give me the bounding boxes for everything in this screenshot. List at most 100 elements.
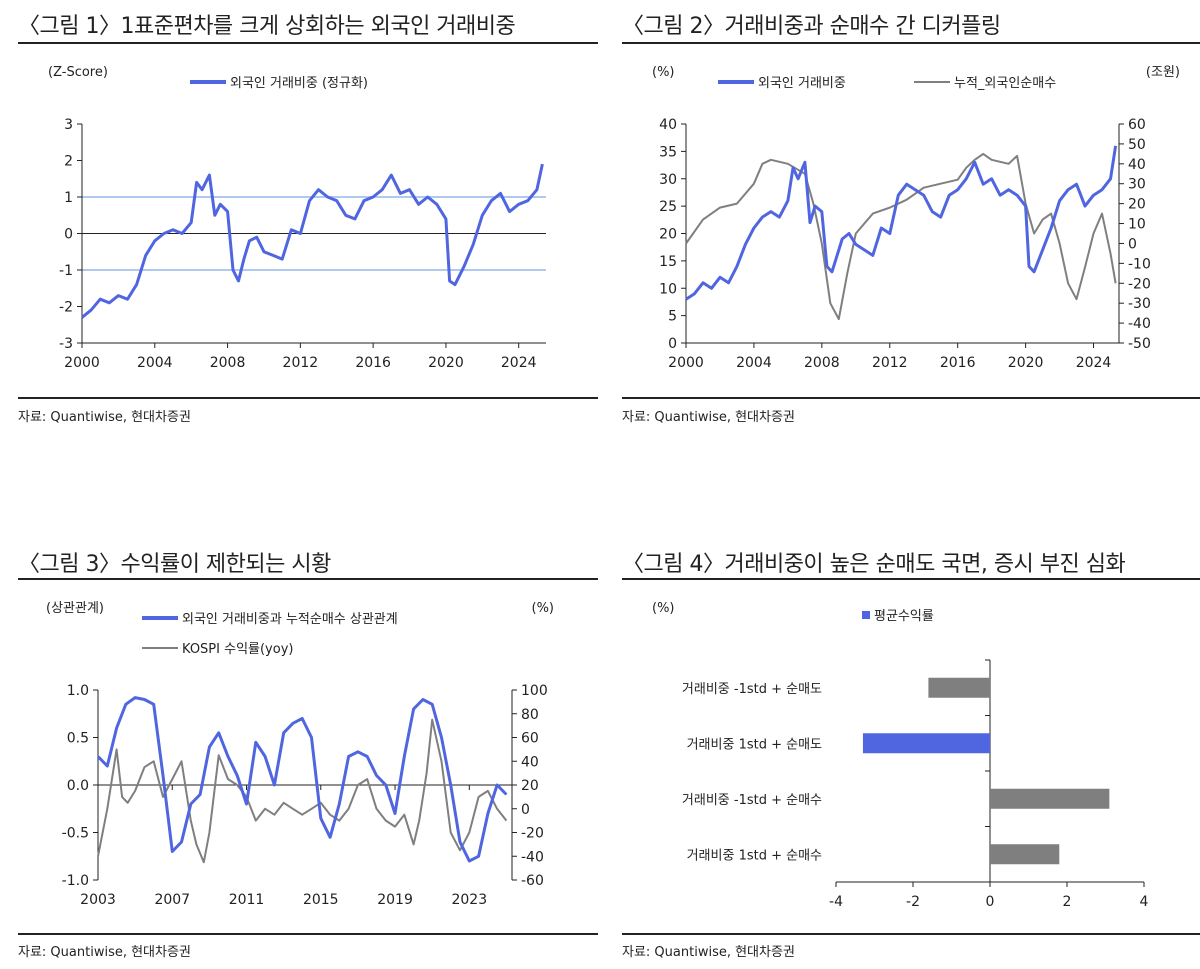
y2-tick-label: -40 [521, 849, 544, 865]
y-tick-label: 0 [64, 227, 73, 243]
chart-panel-2: 〈그림 2〉거래비중과 순매수 간 디커플링 (%) (조원) 외국인 거래비중 누적… [622, 0, 1200, 430]
y2-tick-label: 0 [521, 802, 530, 818]
chart-title: 〈그림 3〉수익률이 제한되는 시황 [18, 552, 331, 577]
series-line [685, 152, 1117, 321]
x-tick-label: 2016 [355, 355, 391, 371]
y2-tick-label: 60 [1128, 117, 1146, 133]
title-rule [622, 578, 1200, 580]
legend-label: 외국인 거래비중 (정규화) [230, 76, 368, 91]
y2-tick-label: 10 [1128, 217, 1146, 233]
x-tick-label: 2011 [229, 892, 265, 908]
y-tick-label: 35 [659, 144, 677, 160]
y2-tick-label: 20 [1128, 197, 1146, 213]
chart-title: 〈그림 1〉1표준편차를 크게 상회하는 외국인 거래비중 [18, 14, 516, 39]
y2-tick-label: 20 [521, 778, 539, 794]
bar [862, 733, 990, 754]
y2-tick-label: 50 [1128, 137, 1146, 153]
x-tick-label: 2000 [64, 355, 100, 371]
y-tick-label: -1.0 [62, 873, 89, 889]
category-label: 거래비중 -1std + 순매도 [682, 682, 822, 697]
series-line [96, 696, 508, 863]
x-tick-label: 2003 [80, 892, 116, 908]
source-note: 자료: Quantiwise, 현대차증권 [622, 410, 795, 425]
category-label: 거래비중 1std + 순매수 [687, 848, 822, 863]
source-note: 자료: Quantiwise, 현대차증권 [18, 945, 191, 960]
source-rule [622, 397, 1200, 399]
y-axis-unit: (상관관계) [46, 601, 104, 616]
x-tick-label: 2024 [1076, 355, 1112, 371]
y-tick-label: 40 [659, 117, 677, 133]
x-tick-label: 4 [1140, 894, 1149, 910]
y2-tick-label: -30 [1128, 296, 1151, 312]
legend-label: 외국인 거래비중과 누적순매수 상관관계 [182, 612, 398, 627]
y2-axis-unit: (조원) [1146, 65, 1180, 80]
title-rule [18, 42, 598, 44]
y2-tick-label: -10 [1128, 256, 1151, 272]
y-tick-label: 1 [64, 190, 73, 206]
legend-label: 외국인 거래비중 [758, 76, 846, 91]
x-tick-label: 2008 [210, 355, 246, 371]
y-axis-unit: (Z-Score) [48, 65, 108, 80]
x-tick-label: 2020 [1008, 355, 1044, 371]
series-line [685, 145, 1118, 301]
y2-tick-label: -50 [1128, 336, 1151, 352]
source-note: 자료: Quantiwise, 현대차증권 [18, 410, 191, 425]
y-tick-label: -0.5 [62, 826, 89, 842]
x-tick-label: 2 [1063, 894, 1072, 910]
y2-tick-label: -40 [1128, 316, 1151, 332]
source-rule [622, 933, 1200, 935]
legend-label: KOSPI 수익률(yoy) [182, 642, 293, 657]
source-rule [18, 397, 598, 399]
y2-tick-label: 30 [1128, 177, 1146, 193]
x-tick-label: 2008 [804, 355, 840, 371]
category-label: 거래비중 1std + 순매도 [687, 737, 822, 752]
y-tick-label: -2 [59, 300, 73, 316]
y-tick-label: 2 [64, 154, 73, 170]
source-rule [18, 933, 598, 935]
chart-title: 〈그림 2〉거래비중과 순매수 간 디커플링 [622, 14, 1001, 39]
y-axis-unit: (%) [652, 65, 675, 80]
x-tick-label: -4 [829, 894, 843, 910]
chart-panel-1: 〈그림 1〉1표준편차를 크게 상회하는 외국인 거래비중 (Z-Score) 외… [18, 0, 598, 430]
y-tick-label: -1 [59, 263, 73, 279]
y-tick-label: 0 [668, 336, 677, 352]
y-tick-label: 25 [659, 199, 677, 215]
y-tick-label: -3 [59, 336, 73, 352]
y-tick-label: 3 [64, 117, 73, 133]
y2-tick-label: -20 [521, 826, 544, 842]
y2-tick-label: -20 [1128, 276, 1151, 292]
y-tick-label: 15 [659, 254, 677, 270]
y2-tick-label: -60 [521, 873, 544, 889]
x-tick-label: 2024 [501, 355, 537, 371]
x-tick-label: 0 [986, 894, 995, 910]
x-tick-label: 2015 [303, 892, 339, 908]
y2-axis-unit: (%) [532, 601, 555, 616]
y2-tick-label: 40 [1128, 157, 1146, 173]
x-tick-label: 2004 [137, 355, 173, 371]
x-tick-label: 2004 [736, 355, 772, 371]
x-tick-label: -2 [906, 894, 920, 910]
y-tick-label: 0.0 [67, 778, 89, 794]
chart-title: 〈그림 4〉거래비중이 높은 순매도 국면, 증시 부진 심화 [622, 552, 1126, 577]
bar [990, 844, 1060, 865]
x-tick-label: 2020 [428, 355, 464, 371]
y-axis-unit: (%) [652, 601, 675, 616]
category-label: 거래비중 -1std + 순매수 [682, 793, 822, 808]
source-note: 자료: Quantiwise, 현대차증권 [622, 945, 795, 960]
y2-tick-label: 100 [521, 683, 548, 699]
dual-axis-line-chart: (상관관계) (%) 외국인 거래비중과 누적순매수 상관관계 KOSPI 수익률(y… [46, 601, 555, 908]
y-tick-label: 1.0 [67, 683, 89, 699]
y2-tick-label: 0 [1128, 236, 1137, 252]
bar [990, 788, 1110, 809]
x-tick-label: 2023 [451, 892, 487, 908]
y-tick-label: 30 [659, 172, 677, 188]
x-tick-label: 2000 [668, 355, 704, 371]
legend-label: 누적_외국인순매수 [954, 76, 1056, 91]
y-tick-label: 20 [659, 227, 677, 243]
legend-swatch [862, 611, 870, 619]
series-line [97, 718, 508, 864]
title-rule [622, 42, 1200, 44]
y2-tick-label: 60 [521, 731, 539, 747]
y-tick-label: 5 [668, 309, 677, 325]
